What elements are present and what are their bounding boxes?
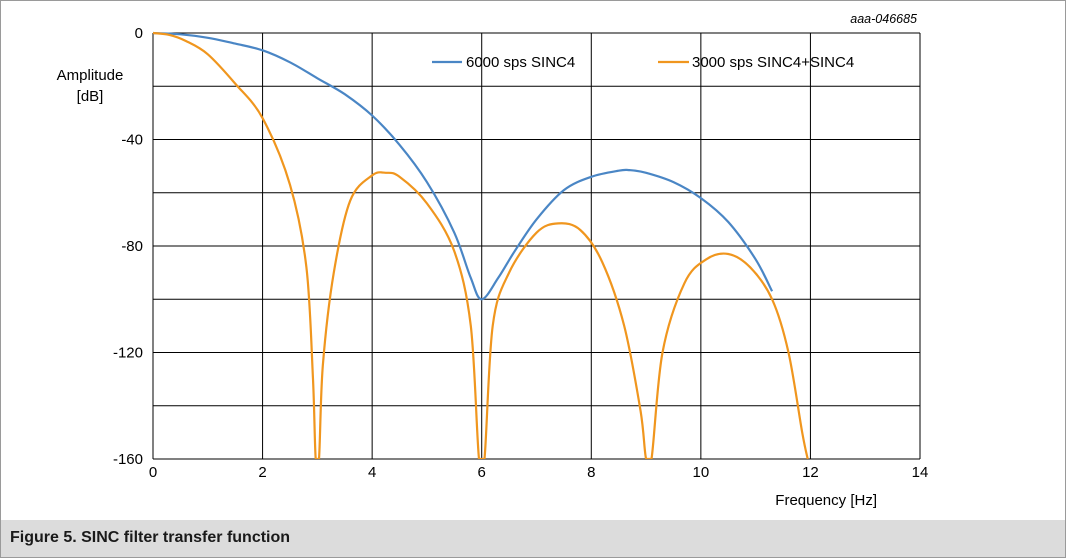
legend-label-series-1: 6000 sps SINC4 <box>466 54 575 71</box>
grid-layer <box>152 32 921 460</box>
y-tick-label: 0 <box>135 25 143 42</box>
x-axis-label: Frequency [Hz] <box>775 492 877 509</box>
sinc-transfer-chart: 0 2 4 6 8 10 12 14 0 -40 -80 -120 -160 aaa-046685 Am… <box>57 12 929 509</box>
x-tick-label: 14 <box>912 464 929 481</box>
x-tick-label: 12 <box>802 464 819 481</box>
y-axis-label-line2: [dB] <box>77 88 104 105</box>
x-tick-label: 8 <box>587 464 595 481</box>
x-tick-label: 10 <box>693 464 710 481</box>
series-line-1 <box>153 31 774 301</box>
tick-label-layer: 0 2 4 6 8 10 12 14 0 -40 -80 -120 -160 <box>113 25 928 481</box>
document-id: aaa-046685 <box>850 12 917 26</box>
legend: 6000 sps SINC4 3000 sps SINC4+SINC4 <box>432 54 854 71</box>
series-line-2 <box>153 31 809 459</box>
figure-caption: Figure 5. SINC filter transfer function <box>10 529 291 546</box>
x-tick-label: 2 <box>258 464 266 481</box>
y-axis-label-line1: Amplitude <box>57 67 124 84</box>
x-tick-label: 0 <box>149 464 157 481</box>
y-tick-label: -80 <box>121 238 143 255</box>
y-tick-label: -160 <box>113 451 143 468</box>
legend-label-series-2: 3000 sps SINC4+SINC4 <box>692 54 854 71</box>
x-tick-label: 6 <box>478 464 486 481</box>
caption-bar: Figure 5. SINC filter transfer function <box>1 520 1065 557</box>
x-tick-label: 4 <box>368 464 376 481</box>
y-tick-label: -120 <box>113 345 143 362</box>
y-tick-label: -40 <box>121 132 143 149</box>
series-layer <box>153 31 809 459</box>
